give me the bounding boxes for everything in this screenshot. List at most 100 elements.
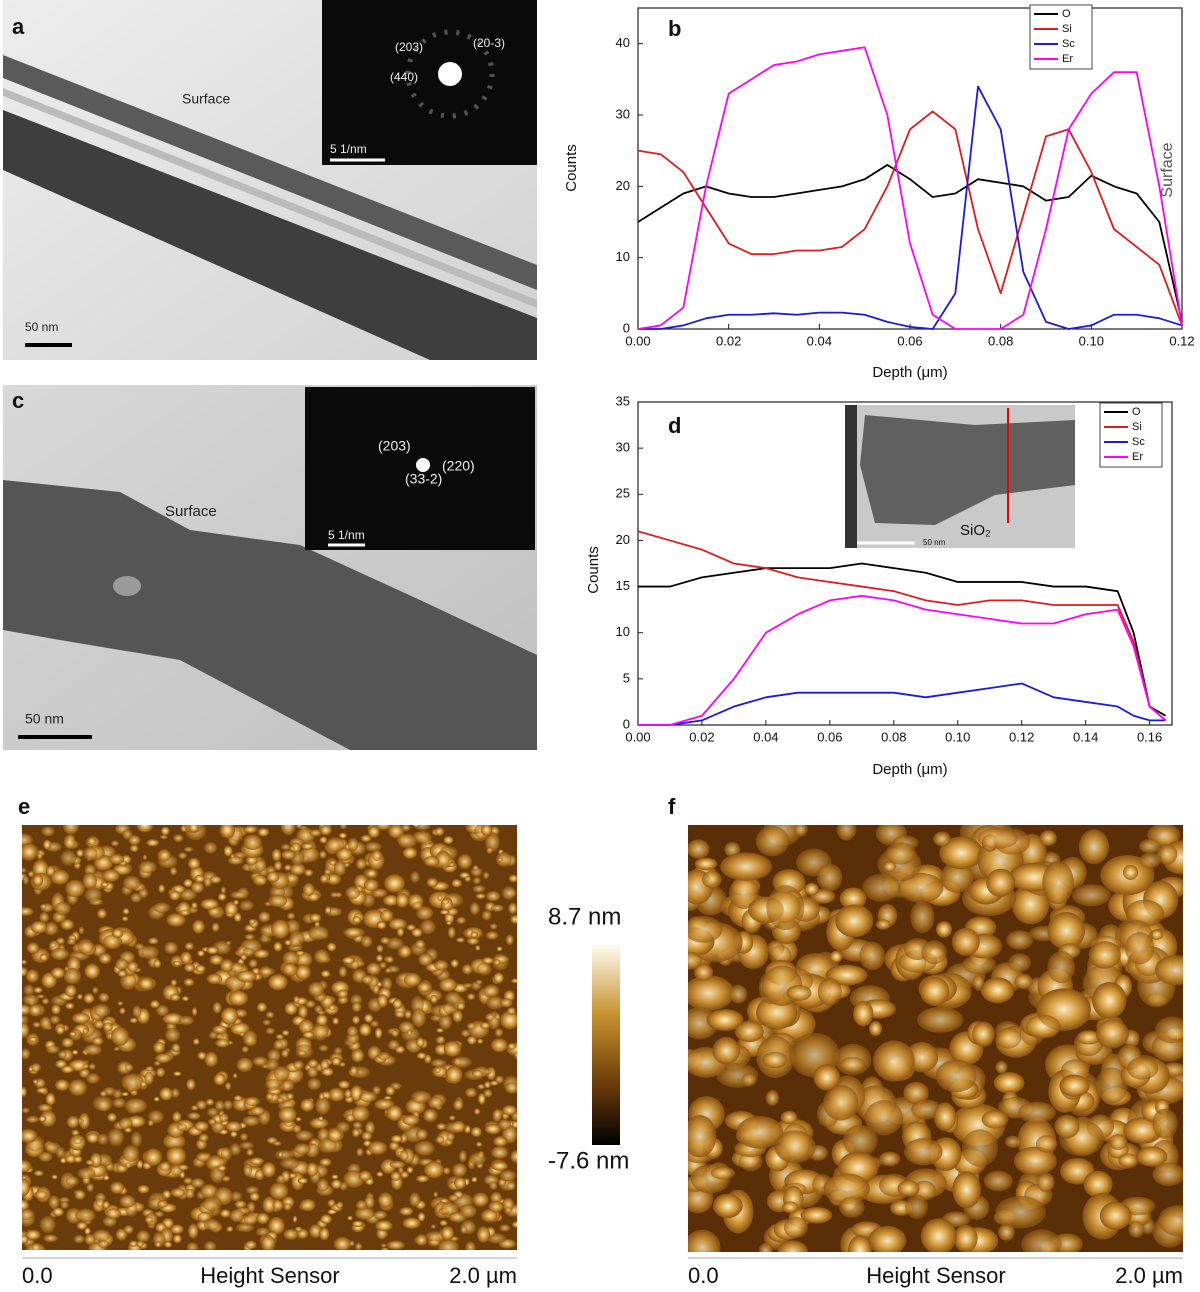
grain (345, 886, 360, 900)
grain (755, 826, 790, 857)
y-tick-label: 10 (616, 624, 630, 639)
grain (192, 919, 205, 934)
grain (1035, 1135, 1058, 1153)
grain (92, 986, 99, 994)
grain (710, 1166, 736, 1180)
grain (273, 1039, 284, 1051)
grain (477, 1084, 486, 1090)
grain (267, 1048, 281, 1063)
grain (173, 1234, 182, 1244)
film-layer (3, 110, 537, 360)
grain (326, 836, 345, 853)
grain (137, 1184, 150, 1194)
grain (442, 1167, 451, 1175)
grain (345, 1113, 355, 1123)
grain (321, 970, 331, 978)
grain (316, 1178, 329, 1192)
grain (1158, 1205, 1183, 1236)
x-tick-label: 0.00 (625, 333, 650, 348)
grain (213, 1073, 226, 1086)
grain (412, 901, 424, 911)
grain (412, 825, 420, 828)
diffraction-spot (416, 458, 430, 472)
grain (311, 1024, 329, 1041)
grain (30, 921, 48, 934)
grain (203, 877, 212, 888)
grain (25, 1229, 41, 1241)
grain (40, 1110, 57, 1127)
grain (51, 1004, 61, 1015)
grain (456, 916, 467, 925)
grain (64, 984, 77, 998)
grain (218, 893, 227, 901)
grain (317, 1010, 326, 1015)
grain (409, 1192, 421, 1207)
grain (256, 1002, 267, 1012)
series-line (638, 562, 1167, 717)
grain (292, 1124, 302, 1134)
grain (336, 1201, 344, 1209)
grain (222, 1175, 231, 1182)
grain (983, 1170, 1013, 1192)
grain (318, 1092, 325, 1101)
grain (416, 1128, 428, 1140)
grain (293, 995, 300, 1004)
y-axis-label: Counts (585, 546, 602, 594)
grain (435, 1036, 446, 1045)
grain (212, 1025, 228, 1034)
scale-label: 5 1/nm (328, 528, 365, 542)
grain (156, 1067, 166, 1078)
grain (33, 986, 43, 994)
grain (456, 1002, 466, 1011)
axis-label: Height Sensor (200, 1263, 339, 1288)
grain (82, 1027, 89, 1035)
grain (253, 949, 270, 959)
grain (190, 1178, 205, 1188)
grain (62, 825, 80, 835)
grain (1123, 864, 1139, 880)
grain (121, 1092, 129, 1097)
grain (170, 1188, 186, 1198)
grain (232, 1073, 238, 1079)
axis-end: 2.0 µm (1115, 1263, 1183, 1288)
grain (77, 993, 83, 1000)
grain (358, 1170, 372, 1181)
tem-image-a: a Surface (203) (20-3) (440) 5 1/nm 50 n… (3, 0, 537, 360)
grain (166, 913, 186, 927)
grain (32, 873, 44, 887)
grain (301, 843, 314, 850)
grain (309, 1224, 323, 1238)
grain (378, 1051, 391, 1061)
grain (386, 937, 404, 950)
grain (399, 1150, 409, 1162)
grain (74, 1189, 86, 1200)
grain (280, 1157, 300, 1170)
grain (210, 876, 222, 884)
grains (688, 825, 1183, 1252)
grain (427, 1097, 444, 1109)
y-tick-label: 0 (623, 716, 630, 731)
grain (265, 1058, 279, 1071)
grain (995, 1060, 1008, 1074)
grain (61, 1037, 74, 1048)
grain (202, 1196, 222, 1212)
grain (159, 834, 168, 840)
grain (164, 1028, 181, 1042)
grain (328, 1087, 345, 1102)
panel-label: e (18, 794, 30, 819)
grain (457, 854, 473, 869)
grain (354, 1206, 375, 1220)
grain (493, 1136, 508, 1147)
grain (295, 1117, 302, 1122)
grain (127, 961, 139, 973)
grain (278, 1106, 297, 1123)
grain (484, 1123, 501, 1135)
grain (338, 1080, 350, 1089)
grain (76, 1221, 88, 1230)
grain (50, 948, 69, 960)
grain (504, 1082, 517, 1094)
grain (200, 898, 219, 910)
grain (197, 950, 205, 957)
grain (472, 865, 479, 871)
grain (765, 1089, 779, 1106)
